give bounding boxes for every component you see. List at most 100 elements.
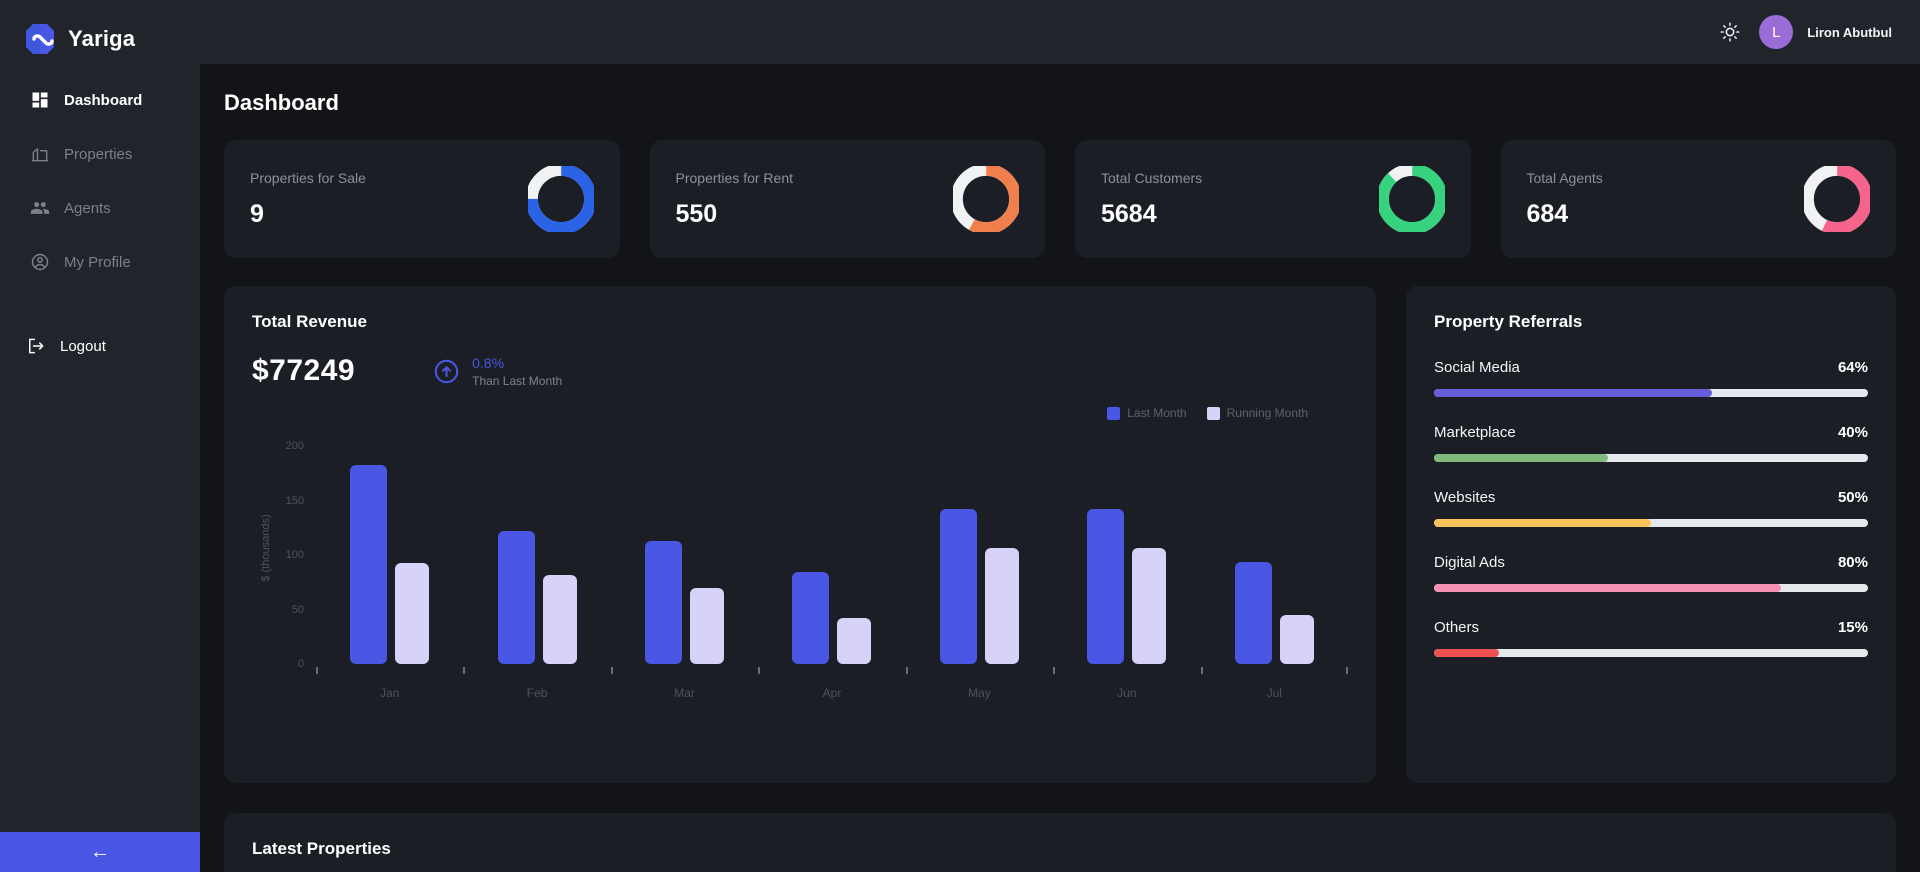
legend-label: Last Month: [1127, 406, 1187, 420]
brand: Yariga: [0, 0, 200, 64]
stat-card-total-customers: Total Customers 5684: [1075, 140, 1471, 258]
profile-icon: [30, 252, 50, 272]
bar-last-month: [939, 509, 977, 664]
stat-card-total-agents: Total Agents 684: [1500, 140, 1896, 258]
latest-properties-card: Latest Properties: [224, 813, 1896, 872]
brand-name: Yariga: [68, 25, 136, 51]
referral-progress-fill: [1434, 649, 1500, 657]
referral-progress-bar: [1434, 584, 1868, 592]
revenue-title: Total Revenue: [252, 312, 367, 331]
sidebar-item-logout[interactable]: Logout: [26, 336, 200, 356]
bar-running-month: [542, 574, 577, 664]
main-content: Dashboard Properties for Sale 9 Properties…: [200, 64, 1920, 872]
building-icon: [30, 144, 50, 164]
referral-item-others: Others 15%: [1434, 619, 1868, 657]
legend-swatch: [1107, 406, 1121, 420]
x-axis-labels: Jan Feb Mar Apr May Jun Jul: [316, 686, 1348, 700]
sun-icon: [1719, 21, 1741, 43]
legend-swatch: [1206, 406, 1220, 420]
sidebar-item-label: Properties: [64, 145, 133, 163]
stat-value: 684: [1526, 199, 1569, 228]
x-axis-tick: [758, 667, 761, 674]
y-axis-tick: 150: [285, 494, 304, 507]
x-axis-tick: [1346, 667, 1348, 674]
referral-progress-bar: [1434, 649, 1868, 657]
bar-running-month: [837, 618, 872, 664]
bar-group-mar: [610, 446, 758, 674]
revenue-delta: 0.8%: [472, 354, 505, 371]
y-axis-tick: 0: [297, 658, 304, 670]
x-axis-label: Jan: [380, 686, 400, 700]
x-axis-label: Apr: [822, 686, 842, 700]
bar-group-jul: [1200, 446, 1348, 674]
bar-running-month: [395, 562, 430, 664]
x-axis-label: Jun: [1117, 686, 1137, 700]
referral-label: Marketplace: [1434, 424, 1516, 441]
x-axis-label: May: [968, 686, 991, 700]
x-axis-tick: [463, 667, 466, 674]
x-axis-label: Jul: [1266, 686, 1282, 700]
y-axis-tick: 200: [285, 440, 304, 452]
referrals-list: Social Media 64% Marketplace 40% Websites 50%…: [1434, 359, 1868, 657]
bar-running-month: [690, 587, 725, 664]
bar-running-month: [1132, 548, 1167, 664]
referral-item-marketplace: Marketplace 40%: [1434, 424, 1868, 462]
sidebar-item-label: Dashboard: [64, 91, 143, 109]
topbar: L Liron Abutbul: [200, 0, 1920, 64]
stat-donut-chart: [953, 166, 1019, 232]
bar-group-jun: [1053, 446, 1200, 674]
referrals-title: Property Referrals: [1434, 312, 1583, 331]
stat-value: 550: [675, 199, 718, 228]
stat-donut-chart: [1804, 166, 1870, 232]
theme-toggle-button[interactable]: [1719, 21, 1741, 43]
bar-group-may: [905, 446, 1053, 674]
bar-running-month: [984, 548, 1019, 664]
referral-progress-fill: [1434, 519, 1651, 527]
y-axis-tick: 100: [285, 549, 304, 561]
page-title: Dashboard: [224, 90, 339, 115]
referral-item-digital-ads: Digital Ads 80%: [1434, 554, 1868, 592]
legend-item: Running Month: [1206, 406, 1308, 420]
sidebar-item-properties[interactable]: Properties: [30, 144, 200, 164]
bar-group-feb: [463, 446, 610, 674]
user-menu[interactable]: L Liron Abutbul: [1759, 15, 1892, 49]
stat-value: 5684: [1101, 199, 1157, 228]
bar-last-month: [1234, 561, 1272, 664]
bar-last-month: [1087, 509, 1125, 664]
sidebar: Yariga Dashboard Properties Agents My Profi…: [0, 0, 200, 872]
arrow-left-icon: ←: [90, 840, 110, 863]
referral-percent: 50%: [1837, 489, 1868, 506]
referral-item-social-media: Social Media 64%: [1434, 359, 1868, 397]
x-axis-tick: [1053, 667, 1056, 674]
sidebar-item-label: Agents: [64, 199, 111, 217]
x-axis-tick: [610, 667, 613, 674]
latest-properties-title: Latest Properties: [252, 839, 391, 858]
sidebar-item-agents[interactable]: Agents: [30, 198, 200, 218]
avatar: L: [1759, 15, 1794, 49]
referral-progress-bar: [1434, 454, 1868, 462]
sidebar-nav: Dashboard Properties Agents My Profile Logou…: [0, 90, 200, 356]
revenue-delta-caption: Than Last Month: [472, 373, 563, 388]
referral-progress-fill: [1434, 389, 1712, 397]
sidebar-item-label: My Profile: [64, 253, 131, 271]
logout-icon: [26, 336, 46, 356]
referral-progress-fill: [1434, 454, 1608, 462]
revenue-amount: $77249: [252, 354, 356, 387]
yariga-logo-icon: [22, 21, 58, 57]
stat-card-properties-for-rent: Properties for Rent 550: [649, 140, 1045, 258]
sidebar-item-label: Logout: [60, 337, 106, 355]
sidebar-item-my-profile[interactable]: My Profile: [30, 252, 200, 272]
bar-running-month: [1279, 614, 1314, 664]
user-name: Liron Abutbul: [1807, 24, 1892, 40]
x-axis-label: Feb: [526, 686, 548, 700]
stat-donut-chart: [527, 166, 594, 232]
sidebar-collapse-button[interactable]: ←: [0, 832, 200, 872]
stat-label: Total Agents: [1526, 169, 1603, 186]
referral-label: Social Media: [1434, 359, 1520, 376]
referral-progress-fill: [1434, 584, 1782, 592]
sidebar-item-dashboard[interactable]: Dashboard: [30, 90, 200, 110]
stat-cards-row: Properties for Sale 9 Properties for Rent 5…: [224, 140, 1896, 258]
referral-label: Others: [1434, 619, 1480, 636]
chart-plot-area: [316, 446, 1348, 674]
property-referrals-card: Property Referrals Social Media 64% Market…: [1406, 286, 1896, 783]
